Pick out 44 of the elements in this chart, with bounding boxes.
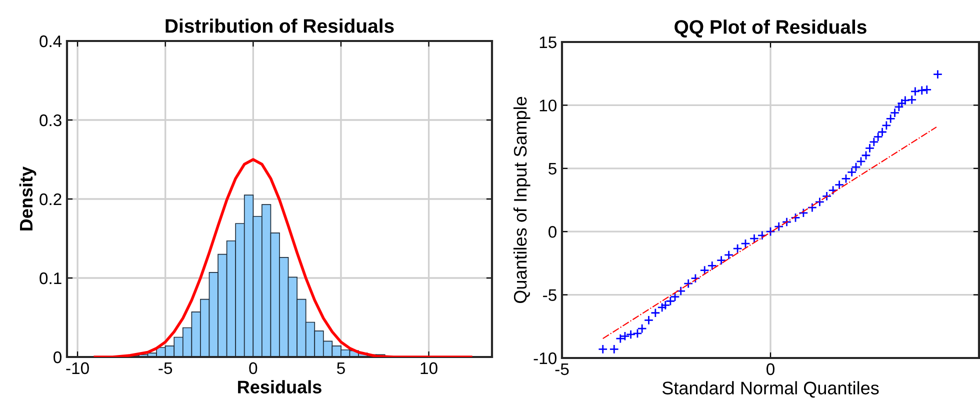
x-tick-label: 0 [249, 362, 258, 374]
point [807, 202, 818, 212]
x-tick-label: 0 [766, 363, 774, 376]
y-tick-label: 0 [54, 351, 62, 364]
point [932, 69, 943, 80]
y-tick-label: 0 [548, 226, 556, 238]
point [910, 86, 920, 96]
point [749, 234, 760, 244]
y-tick-label: 5 [548, 162, 556, 175]
point [732, 244, 742, 254]
y-tick-label: -10 [534, 352, 556, 364]
y-tick-label: -5 [543, 289, 556, 302]
y-tick-label: 0.2 [40, 193, 62, 206]
point [798, 208, 808, 218]
point [766, 226, 776, 236]
point [790, 212, 800, 223]
chart-title: Distribution of Residuals [166, 18, 394, 33]
point [922, 84, 932, 95]
y-tick-label: 10 [540, 100, 556, 112]
y-axis-title: Quantiles of Input Sample [513, 96, 530, 304]
point [740, 238, 750, 248]
point [716, 255, 726, 266]
point [724, 250, 734, 260]
line-series [94, 158, 472, 357]
point [774, 222, 784, 232]
x-axis-title: Standard Normal Quantiles [662, 381, 879, 398]
x-tick-label: -10 [66, 362, 89, 374]
point [598, 344, 608, 354]
point [782, 217, 792, 227]
x-tick-label: -5 [158, 362, 172, 374]
chart-title: QQ Plot of Residuals [674, 20, 866, 38]
point [907, 94, 917, 105]
y-tick-label: 15 [540, 36, 556, 48]
y-tick-label: 0.4 [40, 35, 62, 48]
y-tick-label: 0.1 [40, 272, 62, 284]
point [609, 344, 619, 354]
x-axis-title: Residuals [238, 380, 322, 394]
x-tick-label: 5 [337, 362, 345, 374]
point [757, 230, 768, 240]
point [917, 86, 927, 96]
point [644, 315, 654, 326]
y-tick-label: 0.3 [40, 114, 62, 126]
x-tick-label: 10 [420, 362, 438, 374]
y-axis-title: Density [19, 166, 36, 230]
